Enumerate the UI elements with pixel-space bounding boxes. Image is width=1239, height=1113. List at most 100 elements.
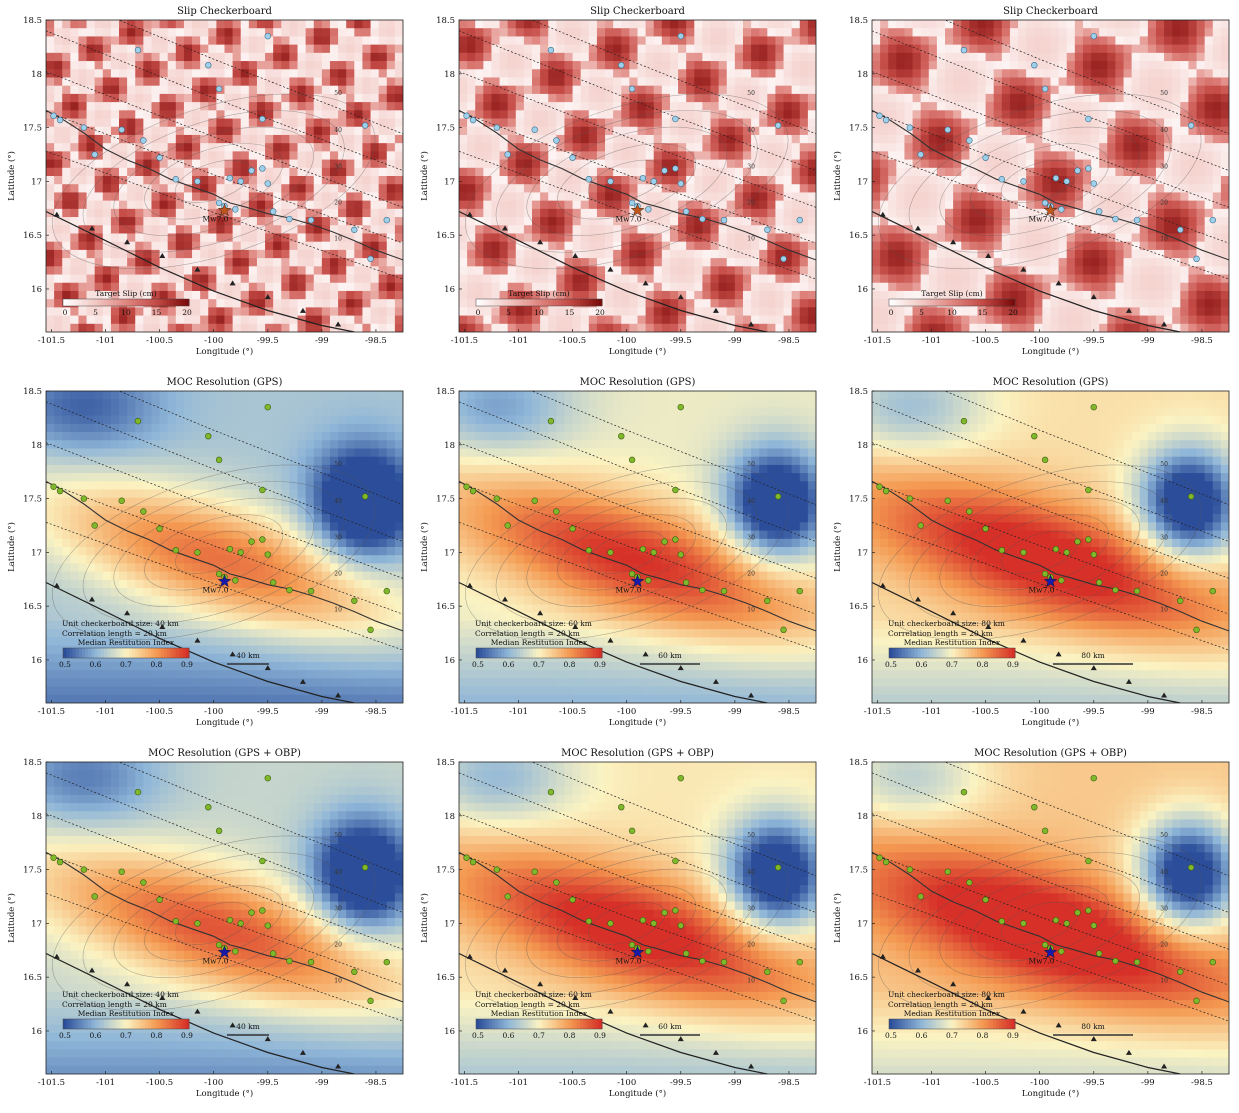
- slip-cell: [305, 307, 315, 317]
- slip-cell: [491, 315, 501, 325]
- slip-cell: [629, 176, 639, 185]
- slip-cell: [54, 200, 63, 210]
- slip-cell: [265, 44, 274, 54]
- slip-cell: [645, 110, 655, 120]
- slip-cell: [46, 225, 55, 235]
- slip-cell: [1066, 61, 1076, 70]
- slip-cell: [346, 217, 355, 226]
- slip-cell: [1001, 200, 1011, 210]
- gps-station-marker: [553, 137, 560, 144]
- slip-cell: [669, 20, 679, 29]
- slip-cell: [167, 44, 177, 54]
- slip-cell: [1050, 44, 1060, 54]
- slip-cell: [338, 241, 347, 251]
- slip-cell: [580, 217, 590, 226]
- slip-cell: [1026, 36, 1035, 46]
- slip-cell: [208, 290, 217, 300]
- slip-cell: [183, 110, 193, 120]
- slip-cell: [953, 85, 962, 95]
- slip-cell: [338, 307, 347, 317]
- slip-cell: [256, 225, 266, 235]
- slip-cell: [694, 290, 704, 300]
- colorbar-segment: [526, 299, 531, 306]
- slip-cell: [94, 290, 104, 300]
- slip-cell: [475, 323, 484, 332]
- slip-cell: [710, 290, 720, 300]
- slip-cell: [499, 290, 509, 300]
- slip-cell: [653, 61, 663, 70]
- slip-cell: [86, 258, 96, 267]
- slip-cell: [297, 208, 307, 218]
- slip-cell: [394, 118, 403, 128]
- slip-cell: [1001, 134, 1011, 144]
- slip-cell: [645, 102, 655, 111]
- slip-cell: [281, 44, 291, 54]
- slip-cell: [799, 20, 809, 29]
- slip-cell: [880, 69, 889, 79]
- slip-cell: [362, 77, 372, 87]
- slip-cell: [564, 134, 574, 144]
- colorbar-segment: [129, 299, 133, 306]
- slip-cell: [248, 93, 258, 103]
- trench-tooth: [53, 211, 60, 217]
- slip-cell: [1026, 93, 1035, 103]
- slip-cell: [1009, 200, 1019, 210]
- slip-cell: [621, 241, 630, 251]
- slip-cell: [783, 266, 793, 276]
- slip-cell: [669, 77, 679, 87]
- slip-cell: [370, 299, 380, 308]
- slip-cell: [718, 299, 728, 308]
- slip-cell: [1139, 192, 1149, 202]
- slip-cell: [1082, 233, 1092, 243]
- slip-cell: [240, 151, 250, 161]
- slip-cell: [256, 208, 266, 218]
- slip-cell: [151, 274, 161, 284]
- slip-cell: [661, 126, 671, 136]
- slip-cell: [1099, 192, 1108, 202]
- slip-cell: [710, 249, 720, 259]
- slip-cell: [1042, 134, 1052, 144]
- slip-cell: [94, 151, 104, 161]
- slip-cell: [1001, 110, 1011, 120]
- slip-cell: [775, 184, 785, 194]
- slip-cell: [86, 176, 96, 185]
- slip-cell: [232, 93, 242, 103]
- slip-cell: [759, 307, 768, 317]
- slip-cell: [167, 249, 177, 259]
- slip-cell: [718, 258, 728, 267]
- depth-contour-label: 30: [747, 164, 755, 171]
- slip-cell: [70, 290, 80, 300]
- slip-cell: [653, 159, 663, 169]
- slip-cell: [265, 200, 274, 210]
- slip-cell: [1115, 118, 1125, 128]
- slip-cell: [767, 176, 777, 185]
- slip-cell: [678, 233, 687, 243]
- slip-cell: [985, 77, 995, 87]
- slip-cell: [483, 36, 493, 46]
- colorbar-segment: [479, 299, 483, 306]
- slip-cell: [985, 282, 995, 292]
- slip-cell: [1099, 184, 1108, 194]
- slip-cell: [1042, 126, 1052, 136]
- slip-cell: [694, 315, 704, 325]
- slip-cell: [1082, 143, 1092, 152]
- slip-cell: [143, 225, 153, 235]
- slip-cell: [281, 118, 291, 128]
- slip-cell: [507, 200, 517, 210]
- slip-cell: [588, 258, 598, 267]
- slip-cell: [661, 323, 671, 332]
- colorbar-segment: [157, 299, 162, 306]
- slip-cell: [78, 266, 88, 276]
- slip-cell: [645, 134, 655, 144]
- slip-cell: [232, 217, 242, 226]
- slip-cell: [953, 167, 962, 177]
- slip-cell: [151, 192, 161, 202]
- slip-cell: [1131, 200, 1141, 210]
- colorbar-segment: [122, 299, 127, 306]
- slip-cell: [240, 225, 250, 235]
- slip-cell: [143, 126, 153, 136]
- slip-cell: [499, 282, 509, 292]
- slip-cell: [775, 258, 785, 267]
- slip-cell: [110, 233, 120, 243]
- slip-cell: [507, 290, 517, 300]
